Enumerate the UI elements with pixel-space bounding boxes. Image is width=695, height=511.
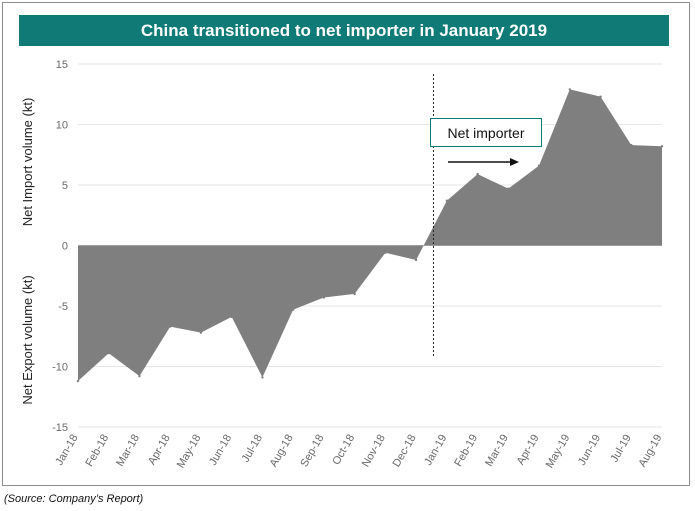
ytick-label-5: -10 — [52, 362, 68, 374]
data-point-16 — [568, 88, 571, 91]
chart-title: China transitioned to net importer in Ja… — [19, 15, 669, 46]
xtick-label-10: Nov-18 — [360, 433, 388, 470]
ytick-label-4: -5 — [58, 301, 68, 313]
data-point-3 — [169, 325, 172, 328]
callout-arrow-head — [510, 158, 519, 166]
xtick-label-0: Jan-18 — [53, 433, 80, 468]
xtick-label-4: May-18 — [175, 433, 204, 471]
data-point-15 — [537, 164, 541, 167]
data-point-5 — [230, 315, 233, 319]
ytick-label-2: 5 — [62, 180, 68, 192]
data-point-17 — [599, 95, 602, 98]
xtick-label-7: Aug-18 — [268, 433, 296, 470]
area-fill — [78, 89, 662, 382]
net-importer-callout: Net importer — [430, 118, 542, 147]
xtick-label-11: Dec-18 — [391, 433, 419, 470]
xtick-label-17: Jun-19 — [576, 433, 603, 468]
annotation-layer — [432, 74, 519, 356]
xtick-label-3: Apr-18 — [146, 433, 173, 468]
xtick-label-5: Jun-18 — [207, 433, 234, 468]
xtick-label-15: Apr-19 — [515, 433, 542, 468]
source-note: (Source: Company’s Report) — [4, 493, 144, 505]
data-point-2 — [138, 374, 141, 378]
data-point-12 — [445, 199, 449, 202]
ytick-label-6: -15 — [52, 422, 68, 434]
xtick-label-13: Feb-19 — [452, 433, 480, 469]
data-point-10 — [384, 251, 387, 254]
data-point-4 — [199, 331, 203, 334]
xtick-label-1: Feb-18 — [84, 433, 112, 469]
ylabel-negative: Net Export volume (kt) — [20, 275, 35, 404]
data-point-13 — [476, 172, 479, 176]
data-point-6 — [261, 376, 264, 379]
data-point-8 — [322, 296, 326, 299]
xtick-label-2: Mar-18 — [114, 433, 142, 469]
data-point-7 — [291, 308, 295, 311]
xtick-label-19: Aug-19 — [636, 433, 664, 470]
xtick-label-8: Sep-18 — [298, 433, 326, 470]
xtick-label-18: Jul-19 — [608, 433, 633, 465]
xtick-label-14: Mar-19 — [483, 433, 511, 469]
xtick-label-12: Jan-19 — [422, 433, 449, 468]
data-point-0 — [76, 379, 80, 383]
ytick-label-1: 10 — [56, 120, 68, 132]
data-point-1 — [107, 351, 110, 355]
xtick-label-9: Oct-18 — [330, 433, 357, 468]
ytick-label-0: 15 — [56, 59, 68, 71]
data-point-11 — [414, 258, 418, 262]
area-series — [76, 88, 664, 383]
xtick-label-16: May-19 — [544, 433, 573, 471]
ytick-label-3: 0 — [62, 241, 68, 253]
data-point-19 — [660, 145, 664, 148]
data-point-14 — [507, 187, 510, 190]
ylabel-positive: Net Import volume (kt) — [20, 98, 35, 227]
data-point-18 — [630, 143, 633, 147]
xtick-label-6: Jul-18 — [240, 433, 265, 465]
data-point-9 — [353, 292, 356, 296]
